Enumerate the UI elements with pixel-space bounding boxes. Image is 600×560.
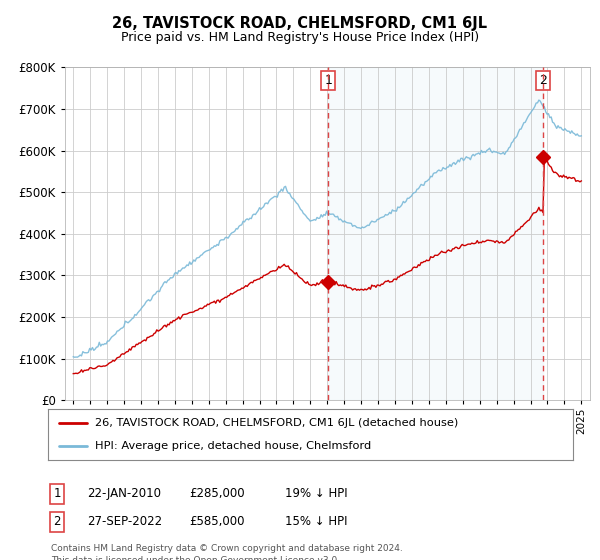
Text: 22-JAN-2010: 22-JAN-2010 [87,487,161,501]
Text: Contains HM Land Registry data © Crown copyright and database right 2024.
This d: Contains HM Land Registry data © Crown c… [51,544,403,560]
Text: 2: 2 [539,74,547,87]
Text: 2: 2 [53,515,61,529]
Text: 26, TAVISTOCK ROAD, CHELMSFORD, CM1 6JL: 26, TAVISTOCK ROAD, CHELMSFORD, CM1 6JL [112,16,488,31]
Text: 1: 1 [325,74,332,87]
Text: 26, TAVISTOCK ROAD, CHELMSFORD, CM1 6JL (detached house): 26, TAVISTOCK ROAD, CHELMSFORD, CM1 6JL … [95,418,458,428]
Text: 19% ↓ HPI: 19% ↓ HPI [285,487,347,501]
Text: 1: 1 [53,487,61,501]
Text: 15% ↓ HPI: 15% ↓ HPI [285,515,347,529]
Text: HPI: Average price, detached house, Chelmsford: HPI: Average price, detached house, Chel… [95,441,371,451]
Bar [328,67,543,400]
Text: Price paid vs. HM Land Registry's House Price Index (HPI): Price paid vs. HM Land Registry's House … [121,31,479,44]
Text: £285,000: £285,000 [189,487,245,501]
Text: £585,000: £585,000 [189,515,245,529]
Text: 27-SEP-2022: 27-SEP-2022 [87,515,162,529]
